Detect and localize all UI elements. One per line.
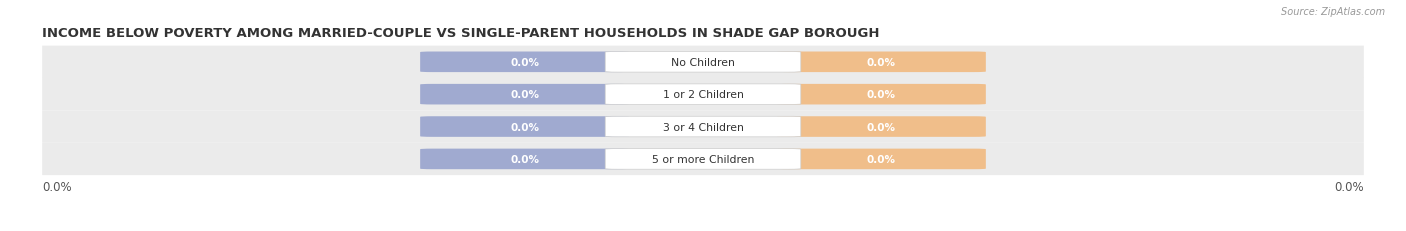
Text: 0.0%: 0.0% bbox=[510, 122, 538, 132]
Text: INCOME BELOW POVERTY AMONG MARRIED-COUPLE VS SINGLE-PARENT HOUSEHOLDS IN SHADE G: INCOME BELOW POVERTY AMONG MARRIED-COUPL… bbox=[42, 27, 880, 40]
FancyBboxPatch shape bbox=[420, 117, 628, 137]
FancyBboxPatch shape bbox=[42, 111, 1364, 143]
FancyBboxPatch shape bbox=[778, 85, 986, 105]
FancyBboxPatch shape bbox=[605, 117, 801, 137]
Text: No Children: No Children bbox=[671, 58, 735, 67]
Text: 0.0%: 0.0% bbox=[868, 154, 896, 164]
FancyBboxPatch shape bbox=[42, 79, 1364, 111]
FancyBboxPatch shape bbox=[420, 149, 628, 170]
FancyBboxPatch shape bbox=[420, 85, 628, 105]
Text: 0.0%: 0.0% bbox=[510, 154, 538, 164]
FancyBboxPatch shape bbox=[778, 52, 986, 73]
FancyBboxPatch shape bbox=[605, 85, 801, 105]
Text: Source: ZipAtlas.com: Source: ZipAtlas.com bbox=[1281, 7, 1385, 17]
Text: 5 or more Children: 5 or more Children bbox=[652, 154, 754, 164]
Text: 0.0%: 0.0% bbox=[510, 90, 538, 100]
Text: 0.0%: 0.0% bbox=[1334, 180, 1364, 193]
FancyBboxPatch shape bbox=[420, 52, 628, 73]
FancyBboxPatch shape bbox=[778, 117, 986, 137]
FancyBboxPatch shape bbox=[605, 149, 801, 170]
Text: 0.0%: 0.0% bbox=[868, 58, 896, 67]
Text: 1 or 2 Children: 1 or 2 Children bbox=[662, 90, 744, 100]
Text: 0.0%: 0.0% bbox=[868, 90, 896, 100]
FancyBboxPatch shape bbox=[778, 149, 986, 170]
Text: 3 or 4 Children: 3 or 4 Children bbox=[662, 122, 744, 132]
FancyBboxPatch shape bbox=[605, 52, 801, 73]
Text: 0.0%: 0.0% bbox=[868, 122, 896, 132]
FancyBboxPatch shape bbox=[42, 143, 1364, 175]
Text: 0.0%: 0.0% bbox=[510, 58, 538, 67]
FancyBboxPatch shape bbox=[42, 46, 1364, 79]
Text: 0.0%: 0.0% bbox=[42, 180, 72, 193]
